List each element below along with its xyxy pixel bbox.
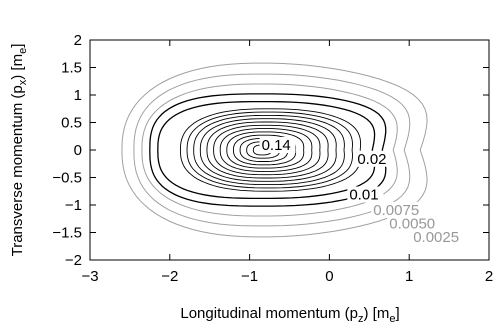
y-tick-label: −2	[65, 252, 82, 269]
contour-line-inner	[226, 131, 305, 169]
y-tick-label: 1	[74, 87, 82, 104]
contour-line-inner	[186, 111, 353, 189]
contour-label-bg	[411, 228, 465, 245]
y-tick-label: −1	[65, 197, 82, 214]
contour-line-light	[121, 62, 428, 238]
y-tick-label: −0.5	[52, 170, 82, 187]
contour-label-bg	[387, 215, 441, 232]
x-tick-label: 1	[405, 268, 413, 285]
contour-line-inner	[233, 134, 297, 166]
x-tick-label: 0	[325, 268, 333, 285]
contour-label-bg	[371, 201, 425, 218]
contour-label: 0.0075	[373, 202, 419, 219]
y-tick-label: 0.5	[61, 115, 82, 132]
contour-line-dark	[149, 93, 387, 207]
x-tick-label: 2	[485, 268, 493, 285]
contour-lines	[121, 62, 428, 238]
contour-label-bg	[259, 137, 296, 153]
contour-label: 0.02	[357, 151, 386, 168]
y-axis-label: Transverse momentum (px) [me]	[9, 44, 29, 257]
y-tick-label: −1.5	[52, 225, 82, 242]
contour-line-dark	[157, 100, 376, 200]
y-tick-label: 2	[74, 32, 82, 49]
y-tick-label: 0	[74, 142, 82, 159]
contour-label: 0.14	[262, 137, 291, 154]
y-axis-ticks: −2 −1.5 −1 −0.5 0 0.5 1 1.5 2	[52, 32, 489, 269]
x-tick-label: −3	[81, 268, 98, 285]
contour-label: 0.0050	[389, 216, 435, 233]
contour-label-bg	[355, 150, 392, 167]
contour-label: 0.01	[349, 187, 378, 204]
contour-line-light	[141, 83, 398, 217]
contour-line-light	[133, 73, 411, 227]
contour-label: 0.0025	[413, 229, 459, 246]
contour-label-bg	[347, 186, 384, 203]
x-axis-ticks: −3 −2 −1 0 1 2	[81, 40, 493, 285]
contour-line-inner	[199, 118, 337, 182]
x-tick-label: −1	[241, 268, 258, 285]
contour-line-inner	[206, 121, 329, 179]
contour-line-inner	[193, 114, 345, 186]
contour-line-inner	[219, 128, 313, 172]
x-axis-label: Longitudinal momentum (pz) [me]	[180, 305, 399, 325]
contour-line-inner	[179, 108, 362, 192]
y-tick-label: 1.5	[61, 60, 82, 77]
contour-line-inner	[213, 124, 321, 176]
x-tick-label: −2	[161, 268, 178, 285]
